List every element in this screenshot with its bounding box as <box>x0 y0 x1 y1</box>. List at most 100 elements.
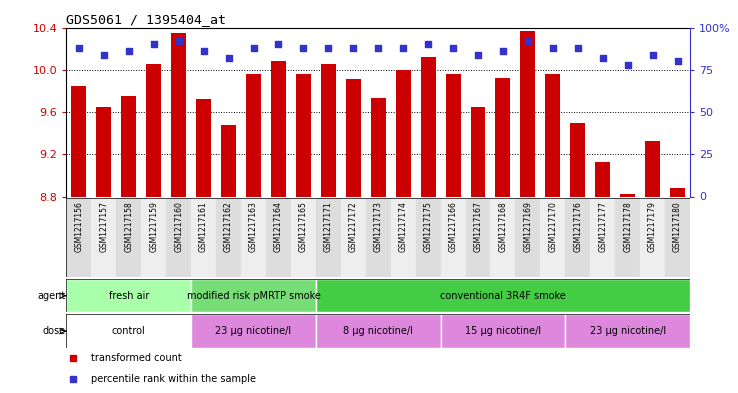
Bar <box>316 279 690 312</box>
Bar <box>390 198 415 277</box>
Text: conventional 3R4F smoke: conventional 3R4F smoke <box>440 291 566 301</box>
Bar <box>441 198 466 277</box>
Text: GSM1217174: GSM1217174 <box>399 201 407 252</box>
Text: GSM1217180: GSM1217180 <box>673 201 682 252</box>
Text: GSM1217167: GSM1217167 <box>474 201 483 252</box>
Point <box>148 41 159 48</box>
Bar <box>346 79 361 196</box>
Bar <box>615 198 640 277</box>
Text: GSM1217162: GSM1217162 <box>224 201 233 252</box>
Text: GSM1217178: GSM1217178 <box>623 201 632 252</box>
Point <box>597 55 609 61</box>
Bar <box>670 188 685 196</box>
Point <box>348 45 359 51</box>
Point <box>447 45 459 51</box>
Point <box>472 51 484 58</box>
Text: dose: dose <box>43 326 66 336</box>
Bar <box>441 314 565 348</box>
Bar <box>191 198 216 277</box>
Bar <box>515 198 540 277</box>
Bar <box>415 198 441 277</box>
Text: GSM1217161: GSM1217161 <box>199 201 208 252</box>
Point <box>297 45 309 51</box>
Bar <box>321 64 336 196</box>
Point <box>646 51 658 58</box>
Bar <box>396 70 410 196</box>
Bar <box>640 198 665 277</box>
Bar <box>570 123 585 196</box>
Bar <box>92 198 117 277</box>
Point <box>572 45 584 51</box>
Point <box>248 45 260 51</box>
Bar <box>495 78 511 196</box>
Text: GSM1217177: GSM1217177 <box>599 201 607 252</box>
Bar <box>366 198 390 277</box>
Text: agent: agent <box>38 291 66 301</box>
Point <box>223 55 235 61</box>
Bar <box>121 96 137 196</box>
Bar <box>241 198 266 277</box>
Text: modified risk pMRTP smoke: modified risk pMRTP smoke <box>187 291 320 301</box>
Text: GSM1217163: GSM1217163 <box>249 201 258 252</box>
Bar <box>117 198 141 277</box>
Point <box>373 45 384 51</box>
Point <box>73 45 85 51</box>
Bar <box>291 198 316 277</box>
Text: GSM1217160: GSM1217160 <box>174 201 183 252</box>
Bar <box>221 125 236 196</box>
Text: GDS5061 / 1395404_at: GDS5061 / 1395404_at <box>66 13 227 26</box>
Text: GSM1217172: GSM1217172 <box>349 201 358 252</box>
Bar <box>341 198 366 277</box>
Bar <box>645 141 660 196</box>
Bar <box>545 74 560 196</box>
Bar <box>565 314 690 348</box>
Bar <box>520 31 535 196</box>
Bar <box>191 314 316 348</box>
Bar <box>491 198 515 277</box>
Text: GSM1217170: GSM1217170 <box>548 201 557 252</box>
Bar <box>271 61 286 196</box>
Text: GSM1217168: GSM1217168 <box>498 201 508 252</box>
Point <box>672 58 683 64</box>
Bar <box>540 198 565 277</box>
Bar <box>316 198 341 277</box>
Point <box>323 45 334 51</box>
Point <box>98 51 110 58</box>
Bar <box>97 107 111 196</box>
Bar <box>421 57 435 196</box>
Bar <box>246 74 261 196</box>
Text: GSM1217175: GSM1217175 <box>424 201 432 252</box>
Text: GSM1217171: GSM1217171 <box>324 201 333 252</box>
Bar <box>141 198 166 277</box>
Point <box>173 38 184 44</box>
Text: GSM1217166: GSM1217166 <box>449 201 458 252</box>
Bar <box>66 198 92 277</box>
Text: fresh air: fresh air <box>108 291 149 301</box>
Bar <box>171 33 186 196</box>
Text: control: control <box>112 326 145 336</box>
Point <box>422 41 434 48</box>
Bar <box>191 279 316 312</box>
Bar <box>196 99 211 196</box>
Point <box>622 62 634 68</box>
Bar <box>72 86 86 196</box>
Text: GSM1217156: GSM1217156 <box>75 201 83 252</box>
Text: GSM1217158: GSM1217158 <box>124 201 134 252</box>
Text: GSM1217159: GSM1217159 <box>149 201 158 252</box>
Point <box>397 45 409 51</box>
Text: 23 μg nicotine/l: 23 μg nicotine/l <box>590 326 666 336</box>
Bar <box>565 198 590 277</box>
Point <box>497 48 509 54</box>
Point <box>198 48 210 54</box>
Bar <box>66 314 191 348</box>
Bar <box>216 198 241 277</box>
Bar <box>146 64 161 196</box>
Point <box>547 45 559 51</box>
Bar <box>316 314 441 348</box>
Text: GSM1217176: GSM1217176 <box>573 201 582 252</box>
Bar <box>466 198 491 277</box>
Text: 15 μg nicotine/l: 15 μg nicotine/l <box>465 326 541 336</box>
Text: GSM1217157: GSM1217157 <box>100 201 108 252</box>
Text: GSM1217173: GSM1217173 <box>373 201 383 252</box>
Text: GSM1217164: GSM1217164 <box>274 201 283 252</box>
